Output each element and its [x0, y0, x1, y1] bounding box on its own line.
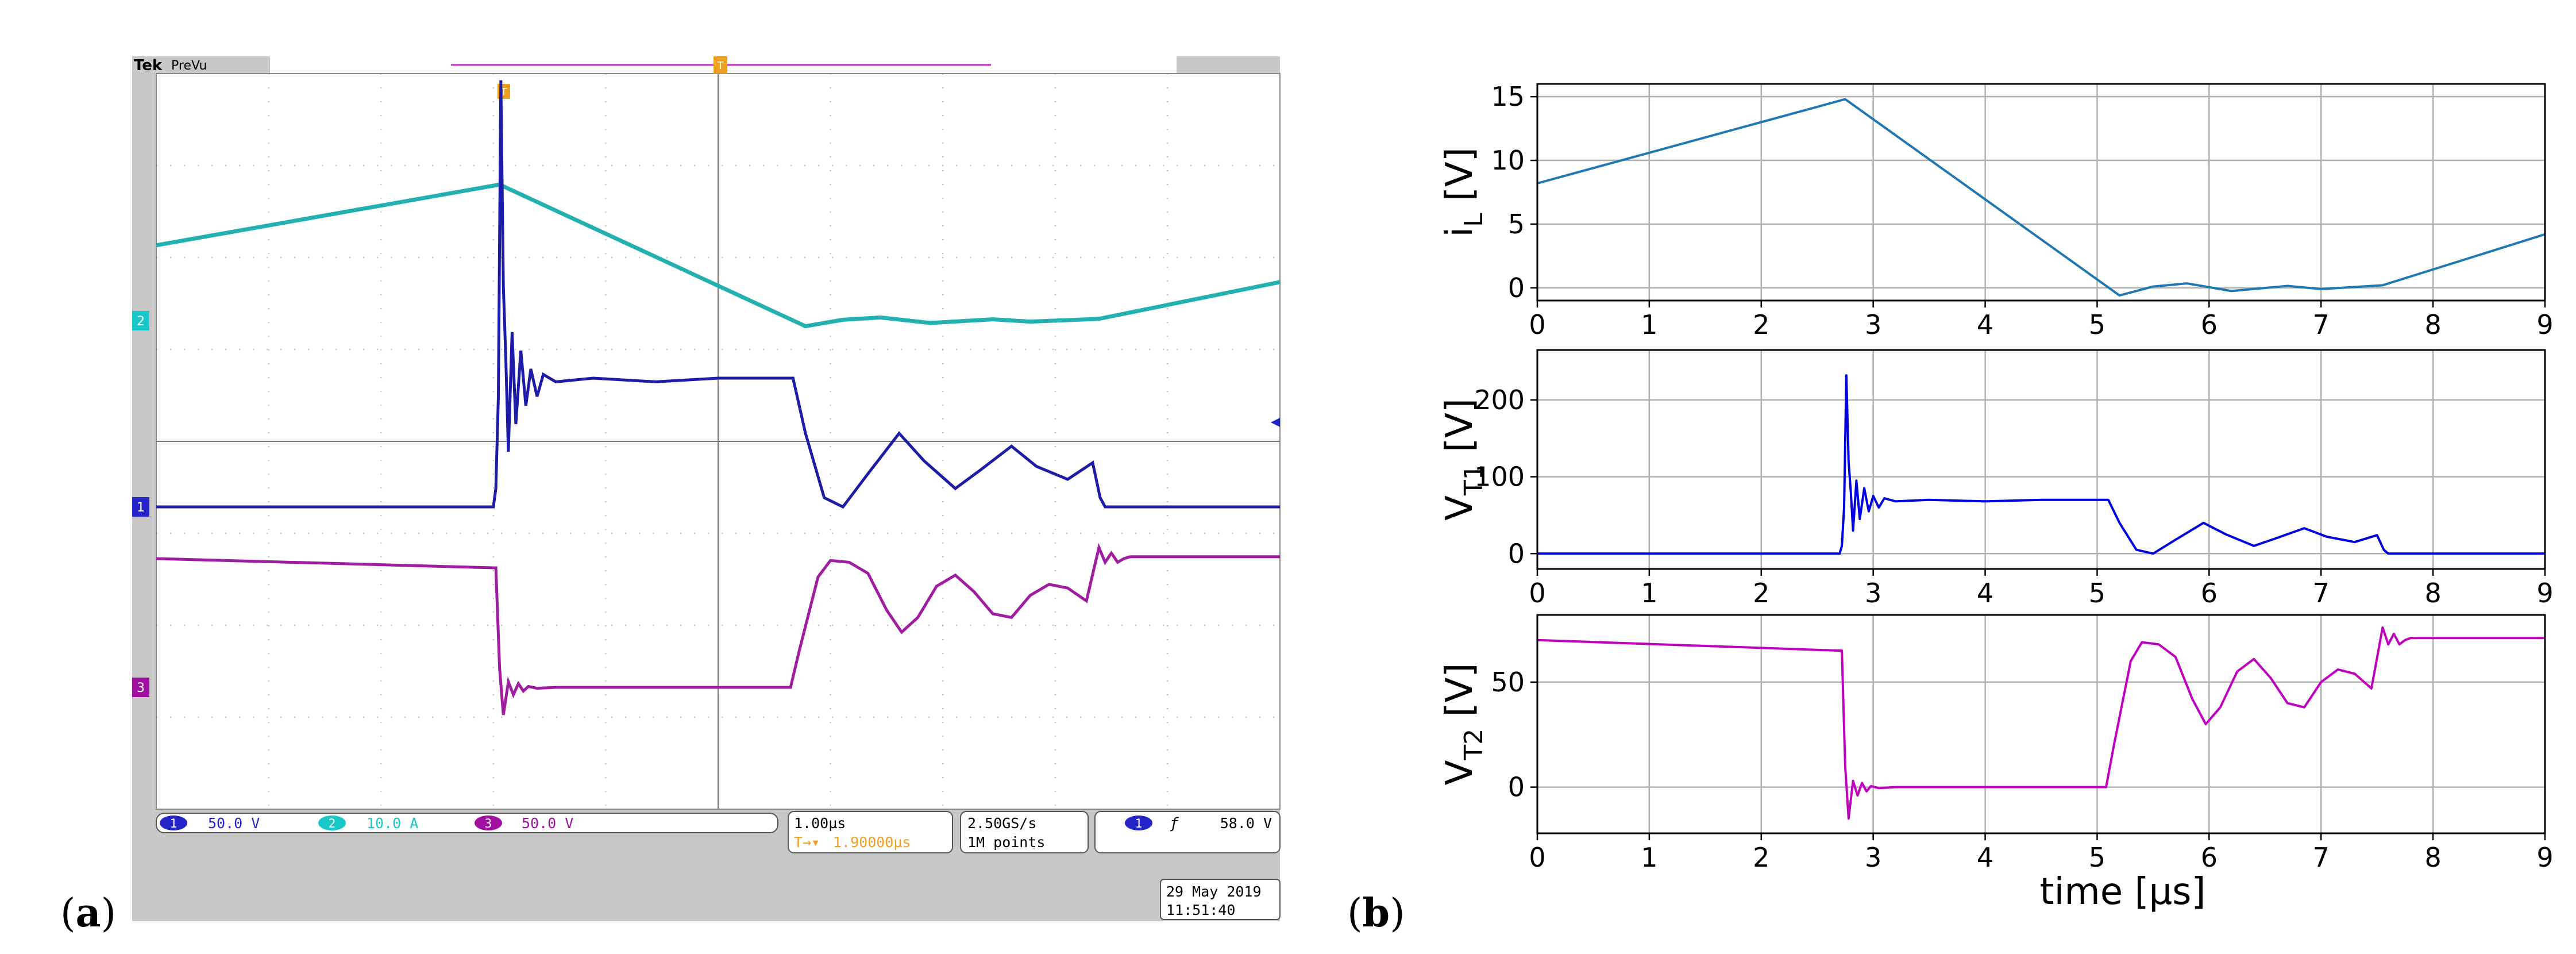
channel-readout-panel [156, 813, 778, 833]
ch1-readout: 1 50.0 V [160, 815, 260, 832]
trigger-level-arrow [1271, 418, 1280, 427]
panel-label-a: (a) [60, 890, 116, 936]
svg-text:3: 3 [485, 817, 492, 830]
x-tick-label: 6 [2201, 842, 2218, 873]
ch1-ground-marker: 1 [132, 497, 149, 517]
y-tick-label: 100 [1474, 461, 1525, 493]
x-tick-label: 0 [1529, 309, 1545, 340]
x-tick-label: 0 [1529, 578, 1545, 609]
timestamp-panel [1160, 879, 1281, 920]
x-tick-label: 3 [1865, 309, 1881, 340]
ch2-ground-marker: 2 [132, 311, 149, 330]
scope-expansion-point-marker: T [714, 56, 727, 74]
ch3-scale: 50.0 V [522, 815, 573, 832]
x-tick-label: 4 [1977, 578, 1993, 609]
x-tick-label: 3 [1865, 842, 1881, 873]
panel-label-b: (b) [1347, 890, 1405, 936]
x-tick-label: 5 [2089, 309, 2105, 340]
x-axis-label: time [µs] [2040, 871, 2206, 913]
svg-text:2: 2 [137, 314, 145, 329]
plot-frame [1536, 349, 2546, 570]
plot-inductor-current: 0 1 2 3 4 5 6 7 8 9 0 5 10 15 iL [V] [1439, 81, 2554, 340]
x-tick-label: 8 [2424, 578, 2441, 609]
x-tick-label: 6 [2201, 578, 2218, 609]
svg-text:1: 1 [137, 501, 145, 515]
ch3-ground-marker: 3 [132, 678, 149, 697]
series-line [1537, 98, 2546, 297]
x-tick-label: 0 [1529, 842, 1545, 873]
scope-brand: Tek [134, 57, 163, 74]
x-tick-label: 2 [1753, 842, 1769, 873]
x-tick-label: 4 [1977, 842, 1993, 873]
x-tick-label: 7 [2313, 309, 2330, 340]
trigger-level-readout: 58.0 V [1220, 815, 1272, 832]
timebase-readout: 1.00µs [794, 815, 846, 832]
x-tick-label: 5 [2089, 578, 2105, 609]
x-tick-label: 1 [1641, 842, 1657, 873]
x-tick-label: 8 [2424, 309, 2441, 340]
y-tick-label: 0 [1508, 272, 1525, 303]
capture-date: 29 May 2019 [1166, 883, 1262, 900]
ch1-scale: 50.0 V [208, 815, 260, 832]
svg-text:1: 1 [1135, 817, 1143, 830]
y-tick-label: 0 [1508, 538, 1525, 569]
x-tick-label: 1 [1641, 578, 1657, 609]
x-tick-label: 7 [2313, 842, 2330, 873]
ch3-readout: 3 50.0 V [475, 815, 573, 832]
y-axis-label: iL [V] [1439, 147, 1488, 237]
record-length-readout: 1M points [967, 834, 1045, 851]
trigger-position-symbol: T→▾ [794, 834, 820, 851]
x-tick-label: 9 [2536, 578, 2553, 609]
y-axis-label: VT2 [V] [1439, 663, 1488, 786]
plot-frame [1536, 83, 2546, 302]
x-tick-label: 2 [1753, 309, 1769, 340]
ch2-readout: 2 10.0 A [318, 815, 418, 832]
x-tick-label: 9 [2536, 309, 2553, 340]
ch3-voltage-trace [156, 543, 1280, 716]
trigger-position-readout: 1.90000µs [833, 834, 911, 851]
horizontal-readout-panel [788, 811, 953, 853]
svg-text:2: 2 [329, 817, 336, 830]
sample-rate-readout: 2.50GS/s [967, 815, 1036, 832]
ch1-voltage-trace [156, 80, 1280, 509]
x-tick-label: 5 [2089, 842, 2105, 873]
y-tick-label: 5 [1508, 209, 1525, 240]
y-tick-label: 200 [1474, 384, 1525, 416]
y-axis-label: VT1 [V] [1439, 398, 1488, 521]
scope-mode: PreVu [171, 59, 207, 73]
x-tick-label: 2 [1753, 578, 1769, 609]
capture-time: 11:51:40 [1166, 902, 1235, 918]
x-tick-label: 7 [2313, 578, 2330, 609]
acquisition-readout-panel [960, 811, 1089, 853]
series-line [1537, 626, 2545, 820]
x-tick-label: 1 [1641, 309, 1657, 340]
trigger-slope-icon: ƒ [1170, 815, 1179, 832]
scope-screenshot: Tek PreVu T T 2 1 3 [132, 56, 1281, 921]
y-tick-label: 50 [1491, 667, 1525, 698]
svg-text:1: 1 [170, 817, 178, 830]
x-tick-label: 6 [2201, 309, 2218, 340]
series-line [1537, 374, 2545, 555]
trigger-source-badge: 1 [1125, 815, 1152, 830]
svg-text:3: 3 [137, 681, 145, 695]
ch2-current-trace [156, 182, 1281, 329]
x-tick-label: 8 [2424, 842, 2441, 873]
y-tick-label: 0 [1508, 772, 1525, 803]
plot-frame [1536, 614, 2546, 834]
x-tick-label: 4 [1977, 309, 1993, 340]
y-tick-label: 10 [1491, 145, 1525, 176]
svg-text:T: T [717, 60, 724, 72]
x-tick-label: 9 [2536, 842, 2553, 873]
ch2-scale: 10.0 A [367, 815, 418, 832]
y-tick-label: 15 [1491, 81, 1525, 112]
x-tick-label: 3 [1865, 578, 1881, 609]
